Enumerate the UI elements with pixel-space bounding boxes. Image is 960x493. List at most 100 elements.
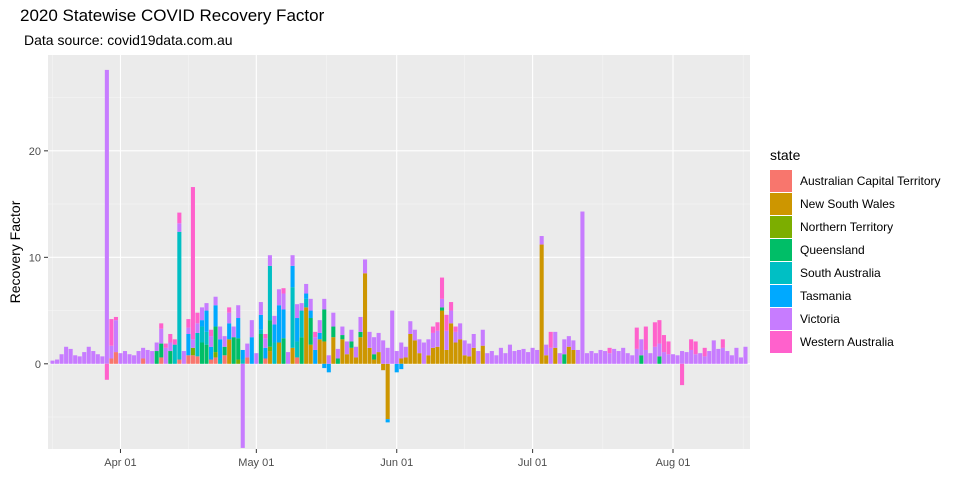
bar xyxy=(245,357,250,364)
bar xyxy=(435,330,440,347)
bar xyxy=(236,338,241,360)
bar xyxy=(313,337,318,350)
bar xyxy=(122,351,128,364)
bar xyxy=(362,273,368,364)
bar xyxy=(693,354,698,364)
bar xyxy=(231,326,236,338)
bar xyxy=(172,344,177,364)
legend-label: South Australia xyxy=(800,265,881,280)
bar xyxy=(227,323,232,340)
bar xyxy=(331,326,336,338)
bar xyxy=(358,316,363,332)
bar xyxy=(213,352,218,358)
bar xyxy=(444,314,449,331)
legend-label: Victoria xyxy=(800,311,840,326)
bar xyxy=(276,305,282,343)
bar xyxy=(159,357,164,364)
legend-item: New South Wales xyxy=(770,192,941,215)
bar xyxy=(462,355,467,364)
bar xyxy=(190,347,195,356)
bar xyxy=(526,352,531,364)
legend-swatch xyxy=(770,284,792,307)
bar xyxy=(258,314,263,330)
bar xyxy=(77,356,82,364)
bar xyxy=(272,324,277,343)
bar xyxy=(426,355,431,364)
bar xyxy=(109,358,114,364)
bar xyxy=(670,354,676,364)
bar xyxy=(304,307,309,364)
bar xyxy=(557,353,562,364)
bar xyxy=(313,331,318,338)
legend-swatch xyxy=(770,330,792,353)
bar xyxy=(295,341,300,358)
bar xyxy=(367,347,372,364)
bar xyxy=(553,347,558,364)
bar xyxy=(399,363,404,370)
bar xyxy=(73,355,78,364)
bar xyxy=(603,351,608,364)
bar xyxy=(453,331,458,343)
legend-item: Queensland xyxy=(770,238,941,261)
x-tick-label: Jun 01 xyxy=(380,457,413,469)
bar xyxy=(403,346,408,358)
bar xyxy=(322,341,327,364)
grid-lines xyxy=(48,55,750,449)
axes: 0 10 20 Apr 01 May 01 Jun 01 Jul 01 Aug 01 xyxy=(29,146,691,469)
bar xyxy=(372,354,377,360)
bar xyxy=(195,312,200,324)
bar xyxy=(408,321,413,334)
legend-item: Northern Territory xyxy=(770,215,941,238)
bar xyxy=(648,353,653,364)
bar xyxy=(213,305,218,327)
bar xyxy=(335,358,340,364)
chart-subtitle: Data source: covid19data.com.au xyxy=(24,32,233,48)
bar xyxy=(295,304,300,319)
bar xyxy=(240,363,245,448)
legend-label: New South Wales xyxy=(800,196,895,211)
bar xyxy=(267,320,272,347)
bar xyxy=(190,187,195,340)
bar xyxy=(575,349,580,364)
bar xyxy=(439,307,445,311)
bar xyxy=(462,340,467,356)
bar xyxy=(113,316,118,321)
bar xyxy=(276,342,282,364)
bar xyxy=(544,355,549,364)
bar xyxy=(313,349,318,364)
bar xyxy=(738,357,743,364)
x-tick-label: Apr 01 xyxy=(104,457,136,469)
legend-item: Tasmania xyxy=(770,284,941,307)
bar xyxy=(657,356,662,364)
bar xyxy=(503,353,508,364)
bar xyxy=(616,351,621,364)
bar xyxy=(353,346,359,358)
bar xyxy=(430,347,436,364)
bar xyxy=(263,338,268,348)
bar xyxy=(698,353,703,364)
bar xyxy=(159,323,164,329)
bar xyxy=(141,358,146,364)
bar xyxy=(326,355,331,364)
bar xyxy=(349,329,354,342)
bar xyxy=(734,347,739,364)
bar xyxy=(340,335,345,340)
y-axis-label: Recovery Factor xyxy=(7,200,23,303)
bar xyxy=(399,342,404,359)
bars xyxy=(50,69,748,448)
chart-title: 2020 Statewise COVID Recovery Factor xyxy=(20,6,325,25)
bar xyxy=(372,337,377,355)
bar xyxy=(59,354,64,364)
bar xyxy=(118,353,123,364)
bar xyxy=(408,333,413,364)
bar xyxy=(272,315,277,325)
bar xyxy=(399,358,404,364)
bar xyxy=(720,347,725,364)
bar xyxy=(204,344,209,364)
bar xyxy=(154,342,159,352)
bar xyxy=(186,355,191,364)
bar xyxy=(661,352,666,364)
bar xyxy=(344,354,349,364)
bar xyxy=(290,287,295,348)
bar xyxy=(657,343,662,357)
